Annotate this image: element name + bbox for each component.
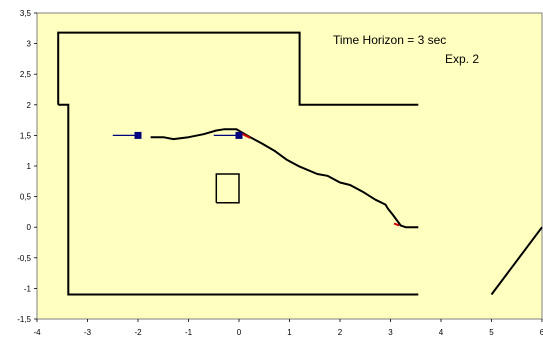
y-tick-label: 2,5 — [20, 70, 32, 79]
annotation-experiment: Exp. 2 — [445, 52, 479, 66]
x-tick-label: 2 — [338, 328, 343, 337]
wall-1 — [57, 31, 419, 106]
obstacle — [215, 173, 240, 204]
annotation-time-horizon: Time Horizon = 3 sec — [333, 33, 446, 47]
y-tick-label: 3 — [27, 40, 32, 49]
robot-position-2 — [235, 131, 243, 139]
y-tick-label: -1 — [24, 284, 32, 293]
y-tick-label: -0,5 — [17, 254, 31, 263]
horizon-mark-2 — [393, 222, 400, 227]
x-tick-label: 5 — [489, 328, 494, 337]
y-tick-label: 0,5 — [20, 193, 32, 202]
x-tick-label: -1 — [185, 328, 193, 337]
wall-2 — [58, 103, 419, 296]
plot-area — [36, 12, 543, 320]
y-tick-label: 3,5 — [20, 9, 32, 18]
wall-3 — [490, 226, 543, 296]
x-tick-label: -4 — [33, 328, 41, 337]
y-tick-label: 1,5 — [20, 131, 32, 140]
robot-trajectory — [150, 128, 419, 229]
x-tick-label: -2 — [134, 328, 142, 337]
x-tick-label: 1 — [287, 328, 292, 337]
x-tick-label: 6 — [540, 328, 543, 337]
y-tick-label: -1,5 — [17, 315, 31, 324]
robot-position-1 — [134, 131, 142, 139]
x-tick-label: 3 — [388, 328, 393, 337]
x-tick-label: -3 — [84, 328, 92, 337]
x-tick-label: 0 — [237, 328, 242, 337]
y-tick-label: 1 — [27, 162, 32, 171]
y-tick-label: 2 — [27, 101, 32, 110]
x-tick-label: 4 — [439, 328, 444, 337]
y-tick-label: 0 — [27, 223, 32, 232]
